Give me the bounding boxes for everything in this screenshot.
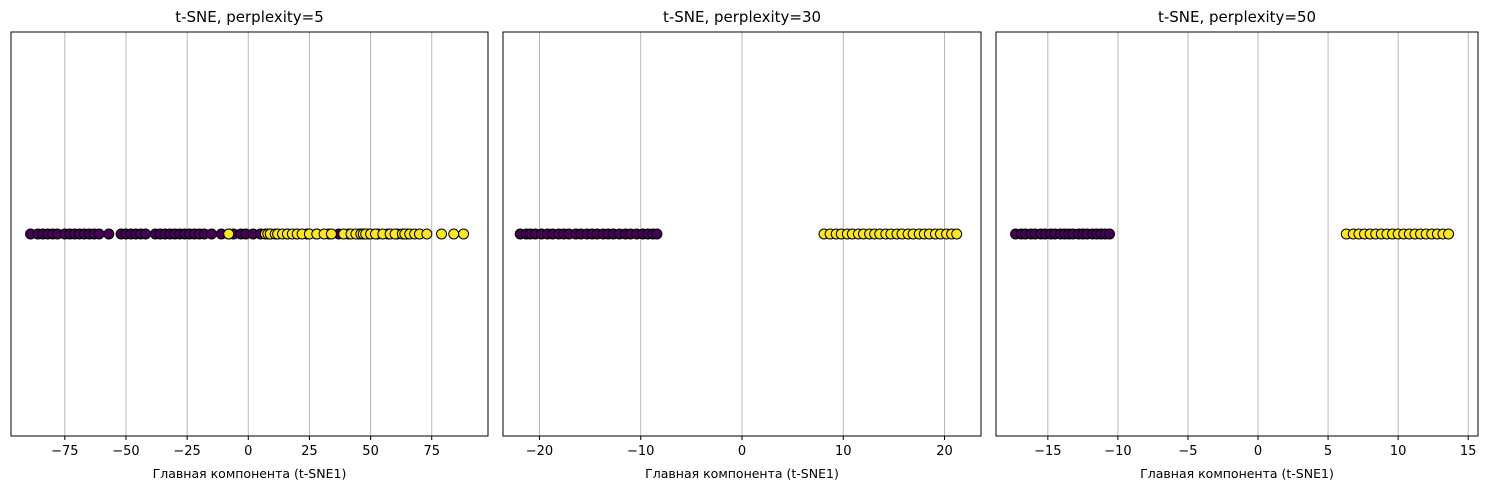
data-point-series-2	[223, 228, 235, 240]
data-point-series-1	[651, 228, 663, 240]
x-axis-label: Главная компонента (t-SNE1)	[153, 466, 347, 481]
x-tick-label: −5	[1178, 444, 1197, 459]
data-point-series-2	[1443, 228, 1455, 240]
x-tick-label: 5	[1324, 444, 1332, 459]
chart-title: t-SNE, perplexity=50	[1158, 8, 1316, 26]
x-tick-label: −20	[526, 444, 553, 459]
chart-title: t-SNE, perplexity=30	[663, 8, 821, 26]
x-tick-label: 25	[301, 444, 318, 459]
data-point-series-2	[458, 228, 470, 240]
axes-frame	[995, 31, 1479, 437]
x-tick-label: 15	[1460, 444, 1477, 459]
data-point-series-2	[325, 228, 337, 240]
panel-1: −75 −50 −25 0 25 50 75 t-SNE, perplexity=5 Главн…	[10, 8, 489, 481]
axes-frame	[10, 31, 489, 437]
data-point-series-2	[421, 228, 433, 240]
x-tick-label: −15	[1034, 444, 1061, 459]
x-tick-label: 10	[835, 444, 852, 459]
x-tick-label: −25	[173, 444, 200, 459]
x-axis-label: Главная компонента (t-SNE1)	[645, 466, 839, 481]
data-point-series-1	[206, 228, 218, 240]
panel-3: −15 −10 −5 0 5 10 15 t-SNE, perplexity=50 Главна…	[995, 8, 1479, 481]
data-point-series-1	[93, 228, 105, 240]
data-point-series-2	[436, 228, 448, 240]
x-axis-label: Главная компонента (t-SNE1)	[1140, 466, 1334, 481]
x-tick-label: 10	[1390, 444, 1407, 459]
x-tick-label: −10	[1104, 444, 1131, 459]
chart-title: t-SNE, perplexity=5	[175, 8, 324, 26]
x-tick-label: 0	[738, 444, 746, 459]
data-point-series-1	[103, 228, 115, 240]
x-tick-label: 20	[936, 444, 953, 459]
x-tick-label: 75	[423, 444, 440, 459]
x-tick-label: −10	[627, 444, 654, 459]
x-tick-label: −75	[51, 444, 78, 459]
x-tick-label: 0	[244, 444, 252, 459]
data-point-series-2	[951, 228, 963, 240]
data-point-series-2	[448, 228, 460, 240]
panel-2: −20 −10 0 10 20 t-SNE, perplexity=30 Главная к…	[502, 8, 982, 481]
x-tick-label: 50	[362, 444, 379, 459]
data-point-series-1	[1103, 228, 1115, 240]
data-point-series-1	[140, 228, 152, 240]
x-tick-label: −50	[112, 444, 139, 459]
x-tick-label: 0	[1254, 444, 1262, 459]
